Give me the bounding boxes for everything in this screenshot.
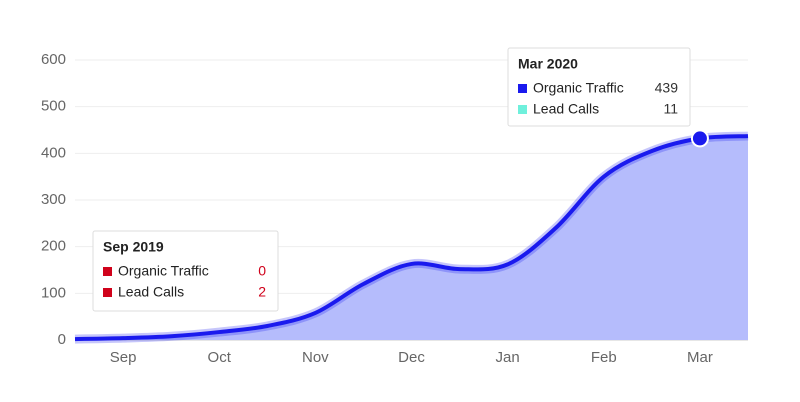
tooltip-title: Mar 2020 bbox=[518, 56, 578, 72]
tooltip-value: 2 bbox=[258, 284, 266, 300]
tooltip-label: Lead Calls bbox=[118, 284, 184, 300]
x-tick-label: Nov bbox=[302, 349, 329, 366]
tooltip-box bbox=[507, 47, 691, 127]
tooltip-value: 439 bbox=[655, 80, 679, 96]
y-tick-label: 300 bbox=[41, 191, 66, 208]
legend-swatch bbox=[103, 267, 112, 276]
y-tick-label: 400 bbox=[41, 144, 66, 161]
tooltip: Sep 2019 Organic Traffic 0 Lead Calls 2 bbox=[92, 230, 279, 312]
tooltip-label: Organic Traffic bbox=[533, 80, 624, 96]
line bbox=[74, 134, 749, 342]
tooltip-title: Sep 2019 bbox=[103, 239, 164, 255]
tooltip-label: Organic Traffic bbox=[118, 263, 209, 279]
y-tick-label: 0 bbox=[58, 331, 66, 348]
y-tick-label: 100 bbox=[41, 284, 66, 301]
tooltip-value: 0 bbox=[258, 263, 266, 279]
tooltip: Mar 2020 Organic Traffic 439 Lead Calls 11 bbox=[507, 47, 691, 127]
y-tick-label: 600 bbox=[41, 51, 66, 68]
y-tick-label: 500 bbox=[41, 98, 66, 115]
x-tick-label: Jan bbox=[496, 349, 520, 366]
y-tick-label: 200 bbox=[41, 238, 66, 255]
x-tick-label: Feb bbox=[591, 349, 617, 366]
tooltip-label: Lead Calls bbox=[533, 101, 599, 117]
area-fill bbox=[75, 136, 748, 340]
legend-swatch bbox=[518, 105, 527, 114]
tooltip-value: 11 bbox=[663, 101, 678, 117]
x-tick-label: Sep bbox=[110, 349, 137, 366]
x-tick-label: Mar bbox=[687, 349, 713, 366]
x-tick-label: Oct bbox=[208, 349, 232, 366]
x-tick-label: Dec bbox=[398, 349, 425, 366]
highlight-point bbox=[690, 129, 709, 148]
legend-swatch bbox=[518, 84, 527, 93]
tooltip-box bbox=[92, 230, 279, 312]
legend-swatch bbox=[103, 288, 112, 297]
